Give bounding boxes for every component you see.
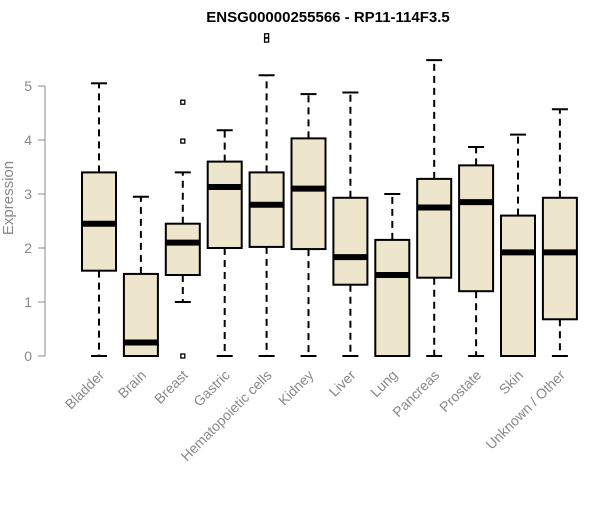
x-tick-label: Unknown / Other [482, 367, 568, 453]
y-tick-label: 4 [24, 132, 32, 148]
outlier-point [263, 33, 270, 39]
outlier-point [180, 138, 186, 144]
iqr-box [206, 160, 243, 250]
iqr-box [500, 214, 536, 357]
x-tick-label: Liver [326, 367, 359, 400]
iqr-box [164, 222, 201, 276]
y-tick-label: 1 [24, 294, 32, 310]
x-tick-label: Brain [115, 367, 149, 401]
iqr-box [332, 196, 369, 286]
iqr-box [374, 238, 411, 357]
box-liver [332, 91, 369, 357]
box-pancreas [416, 59, 453, 357]
box-hematopoietic-cells [248, 33, 285, 357]
x-tick-label: Skin [496, 367, 527, 398]
iqr-box [458, 164, 495, 293]
box-brain [122, 195, 159, 358]
x-tick-label: Pancreas [389, 367, 442, 420]
box-skin [500, 133, 536, 357]
y-axis-label: Expression [0, 161, 17, 235]
y-tick-label: 5 [24, 78, 32, 94]
x-tick-label: Lung [367, 367, 400, 400]
x-tick-label: Kidney [275, 367, 317, 409]
box-prostate [458, 146, 495, 357]
box-series [81, 33, 578, 359]
y-tick-label: 2 [24, 240, 32, 256]
iqr-box [541, 196, 578, 321]
x-tick-label: Breast [151, 367, 191, 407]
y-axis: 0 1 2 3 4 5 [24, 78, 46, 364]
box-lung [374, 193, 411, 357]
iqr-box [416, 177, 453, 279]
y-tick-label: 3 [24, 186, 32, 202]
outlier-point [263, 37, 270, 43]
box-unknown-other [541, 108, 578, 357]
box-kidney [290, 93, 327, 357]
outlier-point [180, 99, 186, 105]
x-tick-label: Bladder [62, 367, 108, 413]
box-bladder [81, 82, 117, 357]
chart-title: ENSG00000255566 - RP11-114F3.5 [206, 9, 450, 26]
x-tick-label: Prostate [436, 367, 484, 415]
iqr-box [290, 137, 327, 251]
y-tick-label: 0 [24, 348, 32, 364]
outlier-point [180, 353, 186, 359]
box-breast [164, 99, 201, 359]
iqr-box [248, 171, 285, 248]
box-gastric [206, 129, 243, 357]
